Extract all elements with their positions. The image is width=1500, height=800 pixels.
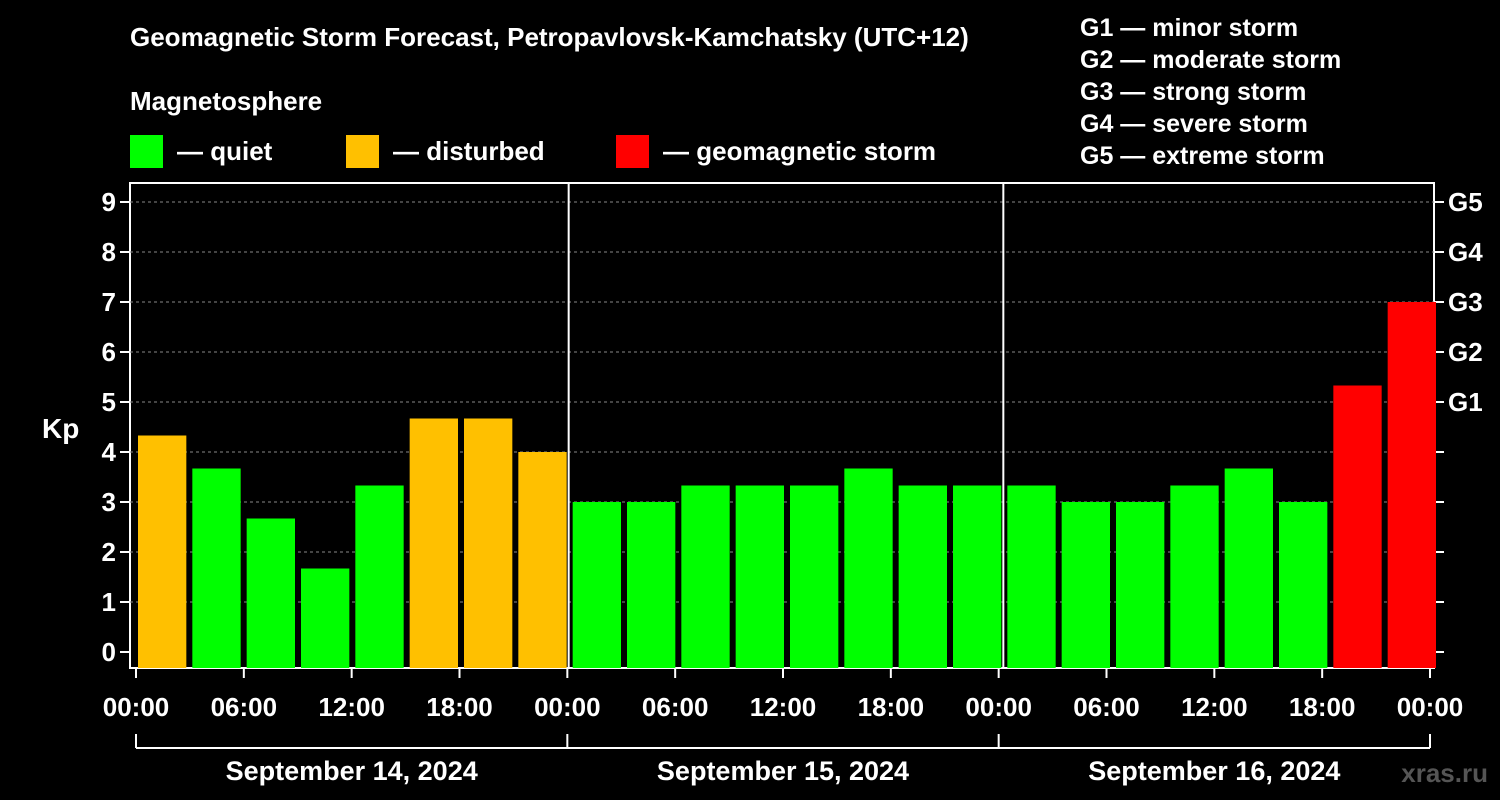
legend-label-disturbed: — disturbed bbox=[393, 135, 545, 166]
x-tick-label: 12:00 bbox=[1181, 692, 1248, 722]
storm-scale-g5: G5 — extreme storm bbox=[1080, 142, 1325, 170]
bar bbox=[518, 452, 567, 668]
bar bbox=[898, 485, 947, 668]
bar bbox=[572, 502, 621, 668]
bar bbox=[192, 468, 241, 668]
bar bbox=[1116, 502, 1165, 668]
bar bbox=[138, 435, 187, 668]
x-tick-label: 12:00 bbox=[750, 692, 817, 722]
y-tick-label: 5 bbox=[102, 387, 116, 417]
day-label: September 16, 2024 bbox=[1088, 756, 1340, 786]
right-axis-label: G2 bbox=[1448, 337, 1483, 367]
storm-scale-g3: G3 — strong storm bbox=[1080, 78, 1307, 106]
legend-swatch-storm bbox=[616, 134, 649, 168]
chart-title: Geomagnetic Storm Forecast, Petropavlovs… bbox=[130, 22, 969, 52]
storm-scale-g1: G1 — minor storm bbox=[1080, 14, 1299, 42]
x-tick-label: 00:00 bbox=[1397, 692, 1464, 722]
bar bbox=[1333, 385, 1382, 668]
legend-label-storm: — geomagnetic storm bbox=[663, 135, 937, 166]
right-axis-label: G4 bbox=[1448, 237, 1483, 267]
bar bbox=[627, 502, 676, 668]
y-tick-label: 1 bbox=[102, 587, 116, 617]
y-tick-label: 0 bbox=[102, 637, 116, 667]
bar bbox=[844, 468, 893, 668]
x-tick-label: 06:00 bbox=[1073, 692, 1140, 722]
bar bbox=[790, 485, 839, 668]
legend-label-quiet: — quiet bbox=[177, 135, 273, 166]
x-tick-label: 18:00 bbox=[426, 692, 493, 722]
bar bbox=[1061, 502, 1110, 668]
legend-item-disturbed: — disturbed bbox=[346, 134, 545, 168]
x-tick-label: 18:00 bbox=[858, 692, 925, 722]
bar bbox=[1170, 485, 1219, 668]
y-tick-label: 3 bbox=[102, 487, 116, 517]
bar bbox=[1387, 302, 1436, 668]
right-axis-label: G3 bbox=[1448, 287, 1483, 317]
bar bbox=[355, 485, 404, 668]
day-label: September 14, 2024 bbox=[226, 756, 478, 786]
x-tick-label: 06:00 bbox=[642, 692, 709, 722]
y-tick-label: 8 bbox=[102, 237, 116, 267]
bar bbox=[409, 418, 458, 668]
right-axis-label: G1 bbox=[1448, 387, 1483, 417]
x-tick-label: 18:00 bbox=[1289, 692, 1356, 722]
right-axis-label: G5 bbox=[1448, 187, 1483, 217]
legend-item-storm: — geomagnetic storm bbox=[616, 134, 936, 168]
legend-item-quiet: — quiet bbox=[130, 134, 272, 168]
y-axis-label: Kp bbox=[42, 413, 79, 444]
y-tick-label: 4 bbox=[102, 437, 117, 467]
legend-heading: Magnetosphere bbox=[130, 86, 323, 116]
y-tick-label: 9 bbox=[102, 187, 116, 217]
watermark: xras.ru bbox=[1401, 758, 1488, 788]
y-tick-label: 2 bbox=[102, 537, 116, 567]
y-tick-label: 7 bbox=[102, 287, 116, 317]
x-tick-label: 12:00 bbox=[318, 692, 385, 722]
day-label: September 15, 2024 bbox=[657, 756, 909, 786]
y-tick-label: 6 bbox=[102, 337, 116, 367]
bar bbox=[1224, 468, 1273, 668]
storm-scale-legend: G1 — minor storm G2 — moderate storm G3 … bbox=[1080, 12, 1341, 172]
bar bbox=[464, 418, 513, 668]
x-tick-label: 00:00 bbox=[965, 692, 1032, 722]
bar bbox=[953, 485, 1002, 668]
bar bbox=[1279, 502, 1328, 668]
legend-swatch-quiet bbox=[130, 134, 163, 168]
bar bbox=[681, 485, 730, 668]
legend-swatch-disturbed bbox=[346, 134, 379, 168]
storm-scale-g2: G2 — moderate storm bbox=[1080, 46, 1342, 74]
x-tick-label: 06:00 bbox=[211, 692, 278, 722]
bar bbox=[246, 518, 295, 668]
storm-scale-g4: G4 — severe storm bbox=[1080, 110, 1308, 138]
x-tick-label: 00:00 bbox=[534, 692, 601, 722]
bar bbox=[301, 568, 350, 668]
bar bbox=[1007, 485, 1056, 668]
x-tick-label: 00:00 bbox=[103, 692, 170, 722]
bar bbox=[735, 485, 784, 668]
